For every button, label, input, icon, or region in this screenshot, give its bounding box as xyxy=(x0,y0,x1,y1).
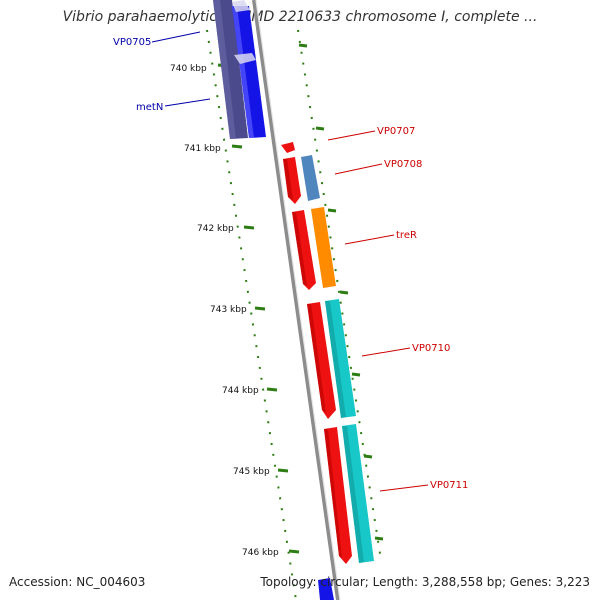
tick-label-740: 740 kbp xyxy=(170,64,207,74)
gene-vp0708-feature[interactable] xyxy=(301,155,320,201)
tick-labels: 740 kbp 741 kbp 742 kbp 743 kbp 744 kbp … xyxy=(170,64,279,558)
backbone xyxy=(252,0,340,600)
gene-trer-feature[interactable] xyxy=(311,207,336,288)
tick-label-745: 745 kbp xyxy=(233,467,270,477)
gene-label-vp0708[interactable]: VP0708 xyxy=(384,159,422,170)
gene-label-vp0711[interactable]: VP0711 xyxy=(430,480,468,491)
tick-label-742: 742 kbp xyxy=(197,224,234,234)
major-ticks-inner xyxy=(217,63,300,554)
tick-label-743: 743 kbp xyxy=(210,305,247,315)
gene-label-vp0707[interactable]: VP0707 xyxy=(377,126,415,137)
map-title: Vibrio parahaemolyticus RIMD 2210633 chr… xyxy=(62,9,538,25)
gene-label-metn[interactable]: metN xyxy=(136,102,163,113)
tick-label-744: 744 kbp xyxy=(222,386,259,396)
tick-label-746: 746 kbp xyxy=(242,548,279,558)
accession-text: Accession: NC_004603 xyxy=(9,575,146,589)
gene-label-trer[interactable]: treR xyxy=(396,230,417,241)
gene-metn-arrow xyxy=(234,53,256,64)
gene-label-vp0705[interactable]: VP0705 xyxy=(113,37,151,48)
gene-vp0707-feature[interactable] xyxy=(281,142,295,153)
gene-vp0705-arrow xyxy=(232,0,250,12)
gene-label-vp0710[interactable]: VP0710 xyxy=(412,343,450,354)
major-ticks-outer xyxy=(298,43,384,541)
outer-tick-ring xyxy=(297,29,382,561)
genome-summary-text: Topology: circular; Length: 3,288,558 bp… xyxy=(260,575,590,589)
label-leaders xyxy=(151,31,429,492)
gene-reverse-tail xyxy=(318,578,334,600)
tick-label-741: 741 kbp xyxy=(184,144,221,154)
